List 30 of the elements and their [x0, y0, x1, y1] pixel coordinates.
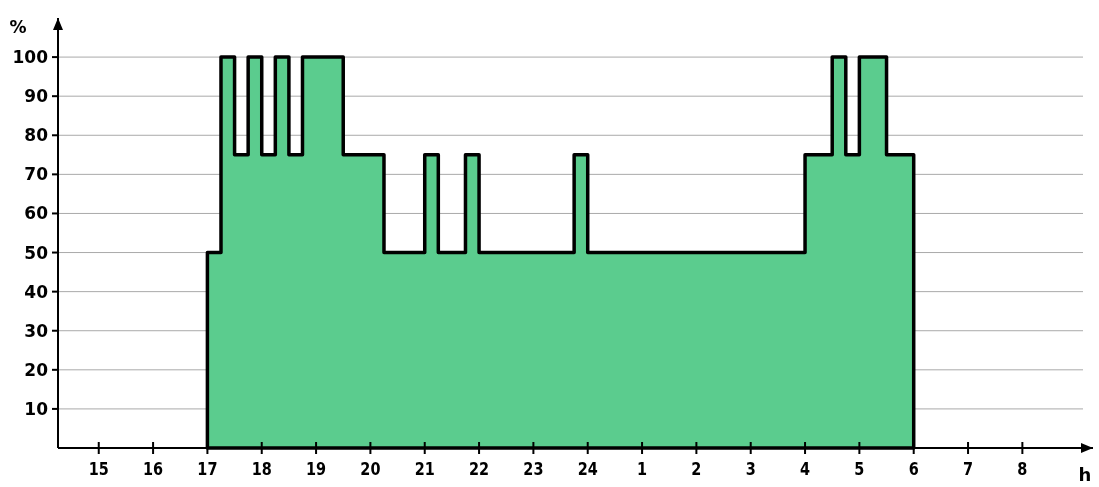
x-tick-label: 1 [637, 458, 648, 480]
x-tick-label: 24 [577, 458, 598, 480]
x-tick-label: 16 [143, 458, 164, 480]
y-tick-label: 40 [24, 281, 49, 302]
y-tick-label: 10 [24, 398, 49, 419]
x-tick-label: 19 [306, 458, 327, 480]
x-tick-label: 15 [88, 458, 109, 480]
y-tick-label: 90 [24, 86, 49, 107]
y-tick-label: 30 [24, 320, 49, 341]
x-tick-label: 20 [360, 458, 381, 480]
y-tick-label: 70 [24, 164, 49, 185]
x-tick-label: 5 [854, 458, 865, 480]
x-tick-label: 23 [523, 458, 544, 480]
x-tick-label: 22 [469, 458, 490, 480]
x-tick-label: 7 [963, 458, 974, 480]
y-tick-label: 20 [24, 359, 49, 380]
x-axis-title: h [1078, 464, 1092, 485]
y-tick-label: 80 [24, 125, 49, 146]
x-tick-label: 2 [691, 458, 702, 480]
x-tick-label: 3 [745, 458, 756, 480]
x-tick-label: 17 [197, 458, 218, 480]
y-axis-title: % [9, 17, 27, 37]
x-tick-label: 18 [251, 458, 272, 480]
y-tick-label: 100 [12, 47, 49, 68]
x-tick-label: 8 [1017, 458, 1028, 480]
x-tick-label: 4 [800, 458, 811, 480]
x-tick-label: 6 [908, 458, 919, 480]
y-tick-label: 60 [24, 203, 49, 224]
y-tick-label: 50 [24, 242, 49, 263]
x-tick-label: 21 [414, 458, 435, 480]
